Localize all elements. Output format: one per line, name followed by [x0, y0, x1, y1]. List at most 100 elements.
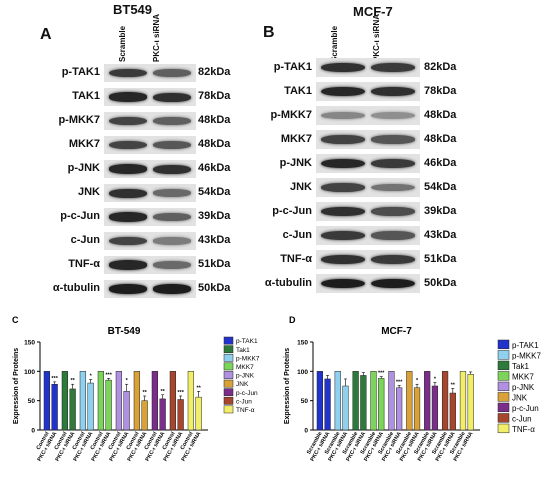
chart-bar — [388, 371, 395, 431]
blot-label-2: p-MKK7 — [270, 108, 312, 121]
blot-band — [371, 231, 415, 240]
chart-bar — [123, 391, 130, 431]
chart-bar — [133, 371, 141, 431]
blot-band — [152, 164, 192, 174]
blot-strip-9 — [104, 280, 196, 298]
blot-kda-0: 82kDa — [198, 66, 231, 78]
chart-bar — [69, 388, 76, 431]
chart-bar — [459, 371, 467, 431]
blot-label-7: c-Jun — [70, 234, 100, 246]
blot-kda-8: 51kDa — [424, 252, 457, 265]
chart-bar — [449, 392, 456, 431]
chart-bar — [431, 385, 439, 431]
blot-band — [108, 68, 148, 78]
panel-b-title: MCF-7 — [353, 4, 393, 19]
chart-y-tick-label: 150 — [297, 340, 308, 347]
blot-band — [321, 86, 365, 97]
chart-bar — [424, 371, 431, 431]
chart-bar — [334, 371, 341, 431]
blot-kda-8: 51kDa — [198, 258, 231, 270]
chart-legend-swatch — [223, 396, 234, 405]
blot-strip-5 — [104, 184, 196, 202]
chart-bar — [406, 371, 413, 431]
blot-label-1: TAK1 — [284, 84, 312, 97]
blot-strip-8 — [104, 256, 196, 274]
blot-band — [108, 260, 148, 270]
blot-label-6: p-c-Jun — [60, 210, 100, 222]
chart-bar — [43, 371, 51, 431]
chart-bar — [467, 374, 474, 431]
chart-legend-swatch — [497, 339, 510, 350]
chart-y-tick-label: 0 — [31, 428, 35, 435]
blot-band — [152, 189, 192, 197]
blot-strip-8 — [316, 250, 420, 269]
blot-label-3: MKK7 — [68, 138, 100, 150]
chart-legend-swatch — [497, 413, 510, 423]
panel-letter-a: A — [40, 26, 52, 43]
chart-bar — [370, 371, 377, 431]
blot-label-4: p-JNK — [67, 162, 100, 174]
chart-title: BT-549 — [108, 326, 141, 337]
chart-significance: *** — [177, 390, 184, 396]
blot-band — [108, 236, 148, 246]
blot-band — [371, 86, 415, 97]
chart-significance: ** — [142, 390, 147, 396]
blot-kda-6: 39kDa — [198, 210, 231, 222]
blot-band — [108, 212, 148, 222]
chart-significance: *** — [396, 379, 403, 385]
blot-kda-3: 48kDa — [424, 132, 457, 145]
chart-bar — [105, 379, 112, 431]
chart-bar — [141, 400, 148, 431]
chart-bar — [51, 383, 58, 431]
blot-strip-3 — [316, 130, 420, 149]
blot-band — [152, 69, 192, 77]
blot-band — [152, 261, 192, 269]
chart-y-tick-label: 150 — [24, 340, 35, 347]
blot-band — [108, 164, 148, 174]
chart-legend-label: p-c-Jun — [512, 404, 539, 413]
chart-bar — [97, 371, 105, 431]
chart-ylabel: Expression of Proteins — [284, 348, 291, 424]
blot-band — [321, 254, 365, 265]
chart-legend-label: p-MKK7 — [512, 351, 541, 360]
chart-y-tick-label: 0 — [304, 428, 308, 435]
blot-strip-4 — [316, 154, 420, 173]
blot-strip-5 — [316, 178, 420, 197]
chart-legend-label: Tak1 — [512, 362, 529, 371]
chart-bar — [342, 385, 349, 431]
panel-a-title: BT549 — [113, 2, 153, 17]
blot-band — [371, 158, 415, 169]
blot-kda-9: 50kDa — [198, 282, 231, 294]
blot-band — [108, 140, 148, 150]
blot-strip-7 — [316, 226, 420, 245]
chart-legend-label: p-JNK — [512, 383, 535, 392]
chart-bar — [177, 399, 184, 431]
chart-y-tick-label: 100 — [24, 369, 35, 376]
blot-label-4: p-JNK — [279, 156, 312, 169]
chart-significance: * — [90, 374, 93, 380]
blot-band — [152, 117, 192, 125]
blot-kda-1: 78kDa — [198, 90, 231, 102]
chart-bar — [187, 371, 195, 431]
chart-legend-swatch — [497, 350, 510, 360]
chart-legend-label: p-c-Jun — [236, 390, 258, 397]
chart-legend-swatch — [497, 360, 510, 371]
blot-kda-3: 48kDa — [198, 138, 231, 150]
blot-band — [371, 111, 415, 120]
chart-legend-label: p-JNK — [236, 373, 255, 380]
blot-band — [321, 206, 365, 217]
chart-significance: * — [434, 376, 437, 382]
blot-band — [321, 134, 365, 144]
panel-letter-b: B — [263, 24, 275, 41]
chart-y-tick-label: 50 — [301, 398, 309, 405]
blot-kda-7: 43kDa — [198, 234, 231, 246]
blot-band — [321, 230, 365, 241]
chart-legend-label: TNF-α — [236, 407, 255, 414]
blot-kda-0: 82kDa — [424, 60, 457, 73]
blot-label-7: c-Jun — [282, 228, 312, 241]
panel-b-col-sirna: PKC-ι siRNA — [372, 13, 381, 62]
chart-significance: * — [126, 378, 129, 384]
blot-band — [321, 278, 365, 289]
blot-label-9: α-tubulin — [264, 276, 312, 289]
